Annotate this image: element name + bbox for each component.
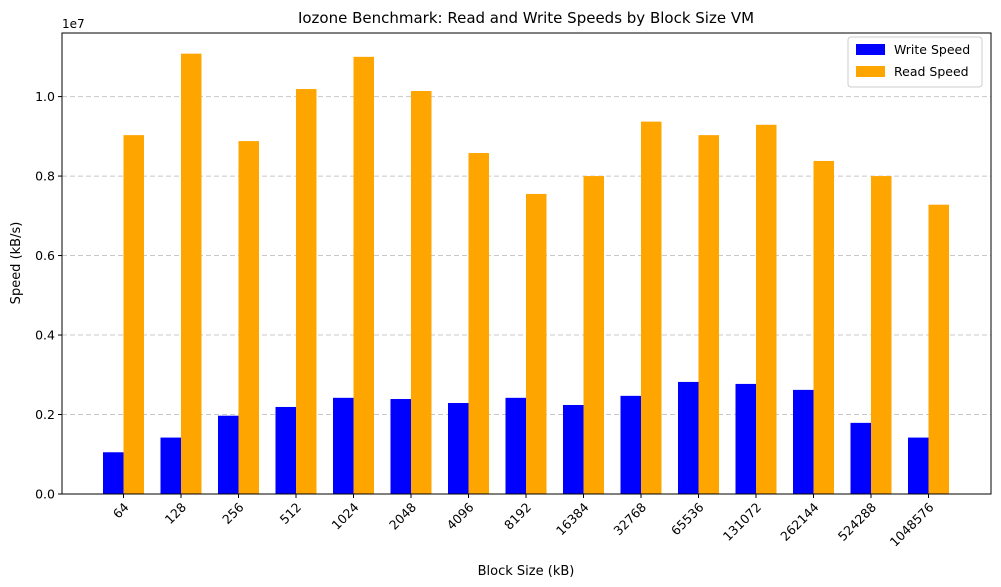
legend-label-write: Write Speed [894, 42, 970, 57]
x-tick-label: 262144 [777, 499, 821, 543]
write-speed-bar-8192 [505, 397, 526, 494]
y-offset-label: 1e7 [62, 17, 85, 31]
y-axis-label: Speed (kB/s) [9, 222, 24, 305]
read-speed-bar-65536 [698, 135, 719, 494]
x-tick-label: 4096 [444, 499, 477, 532]
y-tick-label: 0.8 [35, 169, 55, 184]
legend-label-read: Read Speed [894, 64, 969, 79]
read-speed-bar-2048 [411, 91, 432, 495]
x-tick-label: 256 [219, 499, 247, 527]
x-tick-label: 131072 [720, 500, 764, 544]
y-tick-label: 0.0 [35, 487, 55, 502]
legend-swatch-read [856, 66, 885, 77]
x-axis-label: Block Size (kB) [478, 564, 575, 579]
legend: Write Speed Read Speed [847, 36, 983, 88]
write-speed-bar-262144 [793, 389, 814, 494]
x-tick-label: 64 [110, 499, 132, 521]
x-tick-label: 2048 [386, 499, 419, 532]
write-speed-bar-256 [218, 415, 239, 494]
x-tick-label: 32768 [610, 499, 649, 538]
read-speed-bar-1024 [353, 56, 374, 495]
x-tick-label: 524288 [835, 499, 879, 543]
write-speed-bar-524288 [850, 422, 871, 494]
read-speed-bar-16384 [583, 176, 604, 494]
read-speed-bar-524288 [871, 176, 892, 494]
write-speed-bar-1048576 [908, 437, 929, 494]
y-tick-label: 0.4 [35, 328, 55, 343]
x-tick-label: 65536 [668, 499, 707, 538]
write-speed-bar-2048 [390, 399, 411, 494]
read-speed-bar-64 [123, 135, 144, 494]
y-tick-label: 0.6 [35, 248, 55, 263]
legend-swatch-write [856, 44, 885, 55]
write-speed-bar-4096 [448, 402, 469, 494]
read-speed-bar-128 [181, 53, 202, 494]
x-tick-label: 8192 [501, 500, 534, 533]
read-speed-bar-32768 [641, 121, 662, 494]
x-tick-label: 1048576 [887, 499, 937, 549]
y-tick-label: 1.0 [35, 89, 55, 104]
x-tick-label: 16384 [553, 499, 592, 538]
x-tick-label: 128 [162, 499, 190, 527]
write-speed-bar-65536 [678, 381, 699, 494]
read-speed-bar-1048576 [928, 204, 949, 495]
write-speed-bar-16384 [563, 404, 584, 494]
write-speed-bar-128 [160, 437, 181, 494]
write-speed-bar-32768 [620, 395, 641, 494]
write-speed-bar-1024 [333, 397, 354, 494]
read-speed-bar-256 [238, 141, 259, 494]
write-speed-bar-131072 [735, 383, 756, 494]
read-speed-bar-131072 [756, 124, 777, 495]
read-speed-bar-512 [296, 89, 317, 495]
x-tick-label: 512 [277, 500, 304, 527]
chart-title: Iozone Benchmark: Read and Write Speeds … [298, 9, 754, 27]
bars [103, 53, 949, 495]
write-speed-bar-512 [275, 406, 296, 494]
x-tick-label: 1024 [329, 499, 362, 532]
read-speed-bar-4096 [468, 153, 489, 494]
read-speed-bar-8192 [526, 193, 547, 495]
write-speed-bar-64 [103, 452, 124, 494]
y-tick-label: 0.2 [35, 407, 55, 422]
read-speed-bar-262144 [813, 160, 834, 495]
